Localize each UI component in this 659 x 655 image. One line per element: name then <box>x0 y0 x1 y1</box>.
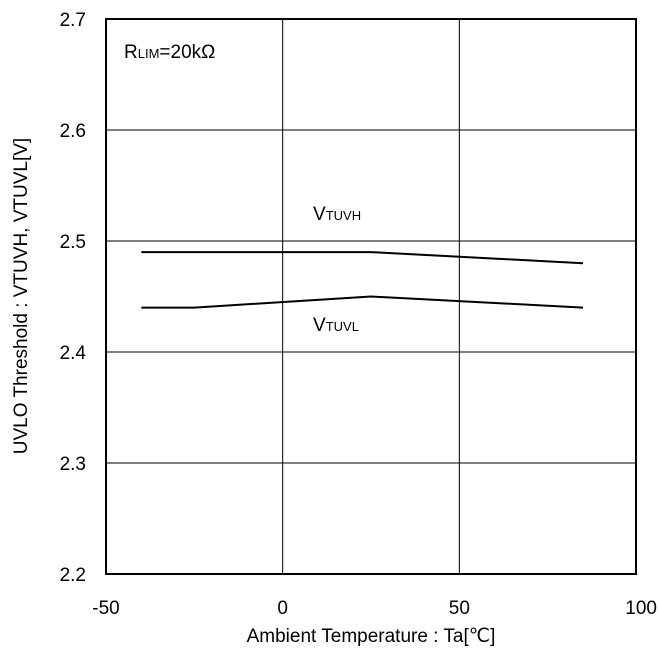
rlim-rest: =20kΩ <box>159 42 215 63</box>
x-tick-label: 100 <box>625 598 657 619</box>
y-tick-label: 2.7 <box>60 10 86 31</box>
y-tick-label: 2.5 <box>60 232 86 253</box>
y-tick-label: 2.6 <box>60 121 86 142</box>
x-tick-label: 50 <box>449 598 470 619</box>
grid-lines <box>106 19 636 574</box>
y-tick-label: 2.4 <box>60 343 87 364</box>
x-tick-labels: -50 0 50 100 <box>92 598 657 619</box>
y-tick-label: 2.3 <box>60 454 86 475</box>
vtuvh-sub: TUVH <box>326 208 361 223</box>
series-line-vtuvh <box>141 251 584 265</box>
vtuvl-main: V <box>313 315 326 336</box>
plot-frame <box>105 18 637 575</box>
x-tick-label: -50 <box>92 598 119 619</box>
vtuvl-sub: TUVL <box>326 319 359 334</box>
rlim-annotation: RLIM=20kΩ <box>124 42 215 63</box>
y-tick-label: 2.2 <box>60 565 86 586</box>
rlim-main: R <box>124 42 138 63</box>
rlim-sub: LIM <box>138 46 160 61</box>
series-label-vtuvl: VTUVL <box>313 315 359 336</box>
x-tick-label: 0 <box>277 598 288 619</box>
y-tick-labels: 2.2 2.3 2.4 2.5 2.6 2.7 <box>60 10 87 586</box>
vtuvh-main: V <box>313 204 326 225</box>
series-line-vtuvl <box>141 295 584 309</box>
y-axis-label: UVLO Threshold : VTUVH, VTUVL[V] <box>11 138 32 454</box>
series-label-vtuvh: VTUVH <box>313 204 361 225</box>
series-group <box>141 251 584 309</box>
x-axis-label: Ambient Temperature : Ta[℃] <box>247 626 496 647</box>
